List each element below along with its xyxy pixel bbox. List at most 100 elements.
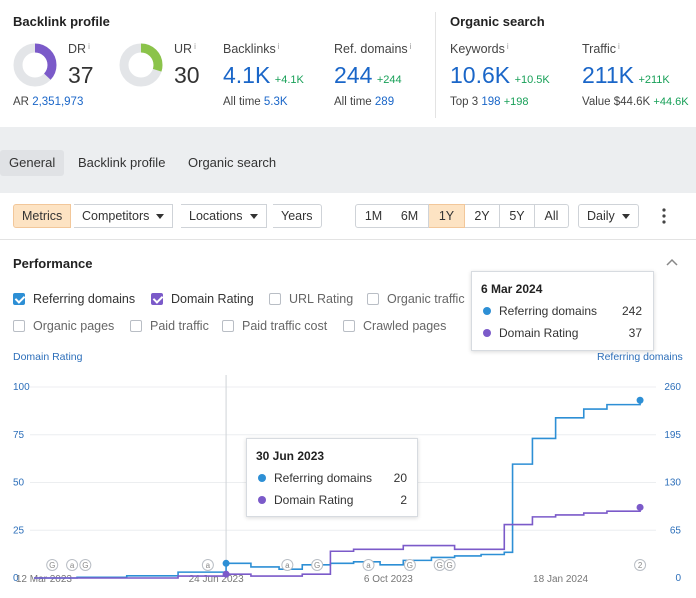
series-dot-icon <box>258 495 266 504</box>
tooltip-row: Domain Rating <box>258 493 353 507</box>
keywords-delta: +10.5K <box>514 74 550 86</box>
backlinks-value[interactable]: 4.1K <box>223 62 271 88</box>
traffic-value[interactable]: 211K <box>582 62 635 88</box>
checkbox-label[interactable]: Paid traffic cost <box>242 319 328 333</box>
event-marker-label: G <box>314 561 320 570</box>
checkbox-label[interactable]: URL Rating <box>289 292 354 306</box>
tooltip-row: Domain Rating <box>483 326 578 340</box>
hover-point <box>222 559 230 567</box>
info-icon[interactable]: i <box>506 42 509 51</box>
range-all-button[interactable]: All <box>535 204 569 228</box>
competitors-dropdown[interactable]: Competitors <box>74 204 174 228</box>
info-icon[interactable]: i <box>409 42 412 51</box>
checkbox-url-rating[interactable] <box>269 293 281 305</box>
x-tick-label: 12 Mar 2023 <box>16 574 73 585</box>
checkbox-paid-traffic[interactable] <box>130 320 142 332</box>
event-marker[interactable] <box>281 559 294 571</box>
ref-domains-value[interactable]: 244 <box>334 62 373 88</box>
info-icon[interactable]: i <box>194 42 196 51</box>
checkbox-referring-domains[interactable] <box>13 293 25 305</box>
years-button[interactable]: Years <box>273 204 322 228</box>
backlinks-metric: 4.1K +4.1K <box>223 62 304 89</box>
info-icon[interactable]: i <box>618 42 620 51</box>
event-marker-label: a <box>366 561 371 570</box>
x-tick-label: 6 Oct 2023 <box>364 574 413 585</box>
checkbox-label[interactable]: Crawled pages <box>363 319 447 333</box>
ref-domains-label: Ref. domains i <box>334 42 412 56</box>
ref-domains-delta: +244 <box>376 74 402 86</box>
chevron-down-icon <box>249 214 258 220</box>
backlinks-label: Backlinks i <box>223 42 280 56</box>
x-tick-label: 24 Jun 2023 <box>189 574 244 585</box>
range-5y-button[interactable]: 5Y <box>500 204 535 228</box>
checkbox-organic-pages[interactable] <box>13 320 25 332</box>
event-marker-label: G <box>49 561 55 570</box>
event-marker-label: a <box>206 561 211 570</box>
keywords-top3: Top 3 198 +198 <box>450 96 529 108</box>
checkbox-organic-traffic[interactable] <box>367 293 379 305</box>
range-1y-button[interactable]: 1Y <box>429 204 465 228</box>
ar-value[interactable]: 2,351,973 <box>32 96 84 108</box>
event-marker-label: G <box>447 561 453 570</box>
section-divider <box>435 12 436 118</box>
series-end-point <box>636 396 644 404</box>
checkbox-domain-rating[interactable] <box>151 293 163 305</box>
collapse-chevron-icon[interactable] <box>665 257 679 267</box>
tooltip-date: 6 Mar 2024 <box>481 282 543 296</box>
checkbox-label[interactable]: Paid traffic <box>150 319 209 333</box>
y-tick-left: 25 <box>13 525 25 536</box>
keywords-value[interactable]: 10.6K <box>450 62 511 88</box>
backlink-profile-title: Backlink profile <box>13 14 110 29</box>
event-marker-label: a <box>70 561 75 570</box>
event-marker[interactable] <box>443 559 456 571</box>
ref-domains-metric: 244 +244 <box>334 62 402 89</box>
event-marker-label: G <box>82 561 88 570</box>
ur-donut <box>119 43 163 87</box>
event-marker[interactable] <box>201 559 214 571</box>
checkbox-label[interactable]: Referring domains <box>33 292 136 306</box>
tab-general[interactable]: General <box>0 150 65 176</box>
y-tick-right: 195 <box>664 430 681 441</box>
info-icon[interactable]: i <box>88 42 90 51</box>
dr-label: DR i <box>68 42 90 56</box>
event-marker[interactable] <box>46 559 59 571</box>
checkbox-label[interactable]: Domain Rating <box>171 292 254 306</box>
traffic-label: Traffic i <box>582 42 620 56</box>
range-2y-button[interactable]: 2Y <box>465 204 500 228</box>
event-marker[interactable] <box>311 559 324 571</box>
event-marker[interactable] <box>79 559 92 571</box>
keywords-metric: 10.6K +10.5K <box>450 62 550 89</box>
checkbox-label[interactable]: Organic pages <box>33 319 115 333</box>
info-icon[interactable]: i <box>277 42 280 51</box>
tab-organic-search[interactable]: Organic search <box>188 155 277 170</box>
metrics-button[interactable]: Metrics <box>13 204 72 228</box>
y-tick-right: 0 <box>675 573 681 584</box>
tooltip-mid: 30 Jun 2023 Referring domains 20 Domain … <box>246 438 418 517</box>
locations-dropdown[interactable]: Locations <box>181 204 267 228</box>
range-6m-button[interactable]: 6M <box>391 204 429 228</box>
traffic-metric: 211K +211K <box>582 62 670 89</box>
event-marker[interactable] <box>634 559 647 571</box>
interval-dropdown[interactable]: Daily <box>578 204 639 228</box>
tooltip-value: 2 <box>400 493 407 507</box>
checkbox-crawled-pages[interactable] <box>343 320 355 332</box>
hover-point <box>222 570 230 578</box>
series-dot-icon <box>483 306 491 315</box>
series-end-point <box>636 503 644 511</box>
ref-domains-alltime: All time 289 <box>334 96 395 108</box>
y-axis-right-label: Referring domains <box>597 351 683 363</box>
more-options-icon[interactable] <box>660 207 668 225</box>
y-tick-right: 65 <box>670 525 682 536</box>
tooltip-value: 20 <box>393 471 407 485</box>
backlinks-alltime: All time 5.3K <box>223 96 288 108</box>
checkbox-paid-traffic-cost[interactable] <box>222 320 234 332</box>
event-marker[interactable] <box>403 559 416 571</box>
tab-backlink-profile[interactable]: Backlink profile <box>78 155 166 170</box>
event-marker[interactable] <box>66 559 79 571</box>
checkbox-label[interactable]: Organic traffic <box>387 292 465 306</box>
series-dot-icon <box>258 473 266 482</box>
organic-search-title: Organic search <box>450 14 545 29</box>
event-marker[interactable] <box>362 559 375 571</box>
range-1m-button[interactable]: 1M <box>355 204 392 228</box>
